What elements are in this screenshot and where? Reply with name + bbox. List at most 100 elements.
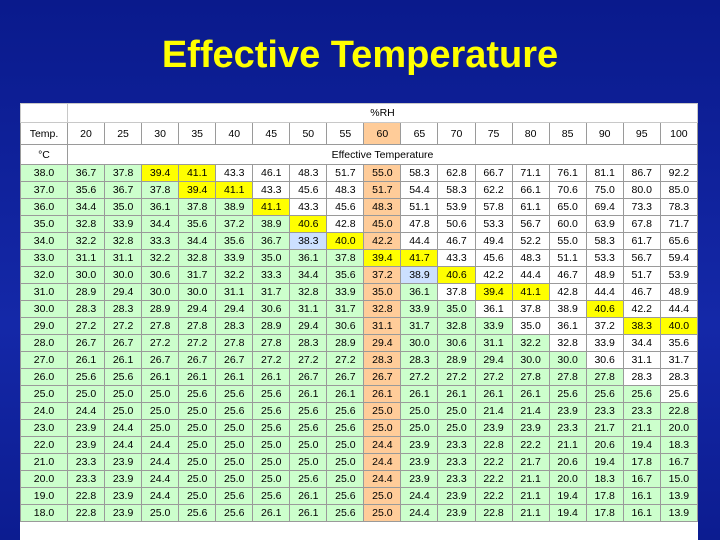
effective-temp-cell: 26.1 <box>178 368 217 386</box>
temp-value: 33.0 <box>20 249 68 267</box>
rh-value: 100 <box>659 122 698 145</box>
effective-temp-cell: 38.3 <box>622 317 661 335</box>
effective-temp-cell: 31.7 <box>659 351 698 369</box>
table-subtitle: Effective Temperature <box>67 144 698 165</box>
header-row: Temp. 20 25 30 35 40 45 50 55 60 65 70 75 80 85 90 95 100 <box>20 122 698 145</box>
effective-temp-cell: 25.0 <box>252 453 291 471</box>
effective-temp-cell: 22.8 <box>474 436 513 454</box>
effective-temp-cell: 21.7 <box>585 419 624 437</box>
effective-temp-cell: 17.8 <box>585 504 624 522</box>
effective-temp-cell: 37.8 <box>511 300 550 318</box>
effective-temp-cell: 30.6 <box>326 317 365 335</box>
effective-temp-cell: 37.8 <box>178 198 217 216</box>
effective-temp-cell: 35.6 <box>215 232 254 250</box>
effective-temp-cell: 27.2 <box>289 351 328 369</box>
effective-temp-cell: 25.0 <box>178 487 217 505</box>
blank-cell <box>20 103 68 123</box>
effective-temp-cell: 27.2 <box>141 334 180 352</box>
effective-temp-cell: 29.4 <box>363 334 402 352</box>
effective-temp-cell: 30.0 <box>511 351 550 369</box>
effective-temp-cell: 13.9 <box>659 487 698 505</box>
effective-temp-cell: 36.1 <box>289 249 328 267</box>
effective-temp-cell: 45.6 <box>474 249 513 267</box>
effective-temp-cell: 44.4 <box>400 232 439 250</box>
effective-temp-cell: 25.6 <box>252 402 291 420</box>
effective-temp-cell: 28.3 <box>622 368 661 386</box>
effective-temp-cell: 31.1 <box>474 334 513 352</box>
effective-temp-cell: 38.9 <box>400 266 439 284</box>
effective-temp-cell: 27.8 <box>585 368 624 386</box>
effective-temp-cell: 22.8 <box>474 504 513 522</box>
effective-temp-cell: 33.9 <box>104 215 143 233</box>
data-row: 31.0 28.9 29.4 30.0 30.0 31.1 31.7 32.8 33.9 35.0… <box>20 283 698 301</box>
effective-temp-cell: 31.1 <box>622 351 661 369</box>
rh-value: 25 <box>104 122 143 145</box>
effective-temp-cell: 51.1 <box>400 198 439 216</box>
effective-temp-cell: 26.7 <box>104 334 143 352</box>
effective-temp-cell: 32.8 <box>178 249 217 267</box>
effective-temp-cell: 30.0 <box>400 334 439 352</box>
effective-temp-cell: 27.2 <box>326 351 365 369</box>
effective-temp-cell: 25.0 <box>289 453 328 471</box>
effective-temp-cell: 23.3 <box>622 402 661 420</box>
effective-temp-cell: 30.0 <box>178 283 217 301</box>
effective-temp-cell: 80.0 <box>622 181 661 199</box>
effective-temp-cell: 25.0 <box>252 436 291 454</box>
data-row: 24.0 24.4 25.0 25.0 25.0 25.6 25.6 25.6 25.6 25.0… <box>20 402 698 420</box>
effective-temp-cell: 41.1 <box>252 198 291 216</box>
effective-temp-cell: 25.0 <box>178 419 217 437</box>
effective-temp-cell: 23.3 <box>66 470 106 488</box>
rh-value: 35 <box>178 122 217 145</box>
effective-temp-cell: 61.7 <box>622 232 661 250</box>
effective-temp-cell: 26.1 <box>289 487 328 505</box>
effective-temp-cell: 33.9 <box>400 300 439 318</box>
effective-temp-cell: 40.6 <box>437 266 476 284</box>
effective-temp-cell: 21.1 <box>511 504 550 522</box>
effective-temp-cell: 86.7 <box>622 164 661 182</box>
effective-temp-cell: 48.3 <box>289 164 328 182</box>
effective-temp-cell: 21.4 <box>474 402 513 420</box>
effective-temp-cell: 25.6 <box>178 504 217 522</box>
effective-temp-cell: 37.8 <box>104 164 143 182</box>
effective-temp-cell: 23.9 <box>400 436 439 454</box>
effective-temp-cell: 58.3 <box>400 164 439 182</box>
effective-temp-cell: 26.1 <box>400 385 439 403</box>
temp-value: 25.0 <box>20 385 68 403</box>
effective-temp-cell: 28.9 <box>141 300 180 318</box>
rh-value: 50 <box>289 122 328 145</box>
effective-temp-cell: 25.0 <box>400 419 439 437</box>
effective-temp-cell: 25.6 <box>326 504 365 522</box>
effective-temp-cell: 35.0 <box>363 283 402 301</box>
effective-temp-cell: 27.8 <box>511 368 550 386</box>
effective-temp-cell: 28.3 <box>400 351 439 369</box>
slide-title: Effective Temperature <box>161 34 559 76</box>
effective-temp-cell: 24.4 <box>400 487 439 505</box>
effective-temp-cell: 24.4 <box>141 470 180 488</box>
effective-temp-cell: 43.3 <box>252 181 291 199</box>
temp-value: 37.0 <box>20 181 68 199</box>
effective-temp-cell: 60.0 <box>548 215 587 233</box>
effective-temp-cell: 20.6 <box>585 436 624 454</box>
effective-temp-cell: 22.8 <box>659 402 698 420</box>
effective-temp-cell: 33.9 <box>474 317 513 335</box>
effective-temp-cell: 35.6 <box>66 181 106 199</box>
effective-temp-cell: 21.1 <box>511 487 550 505</box>
effective-temp-cell: 24.4 <box>141 487 180 505</box>
rh-value: 20 <box>66 122 106 145</box>
effective-temp-cell: 25.0 <box>141 385 180 403</box>
effective-temp-cell: 23.9 <box>104 487 143 505</box>
effective-temp-cell: 25.6 <box>252 419 291 437</box>
temp-value: 27.0 <box>20 351 68 369</box>
effective-temp-cell: 25.0 <box>104 385 143 403</box>
header-row: °C Effective Temperature <box>20 144 698 165</box>
effective-temp-cell: 28.3 <box>104 300 143 318</box>
effective-temp-cell: 61.1 <box>511 198 550 216</box>
effective-temp-cell: 26.1 <box>215 368 254 386</box>
effective-temp-cell: 24.4 <box>400 504 439 522</box>
effective-temp-cell: 26.7 <box>178 351 217 369</box>
effective-temp-cell: 81.1 <box>585 164 624 182</box>
temp-value: 30.0 <box>20 300 68 318</box>
effective-temp-cell: 25.6 <box>215 487 254 505</box>
effective-temp-cell: 26.1 <box>104 351 143 369</box>
